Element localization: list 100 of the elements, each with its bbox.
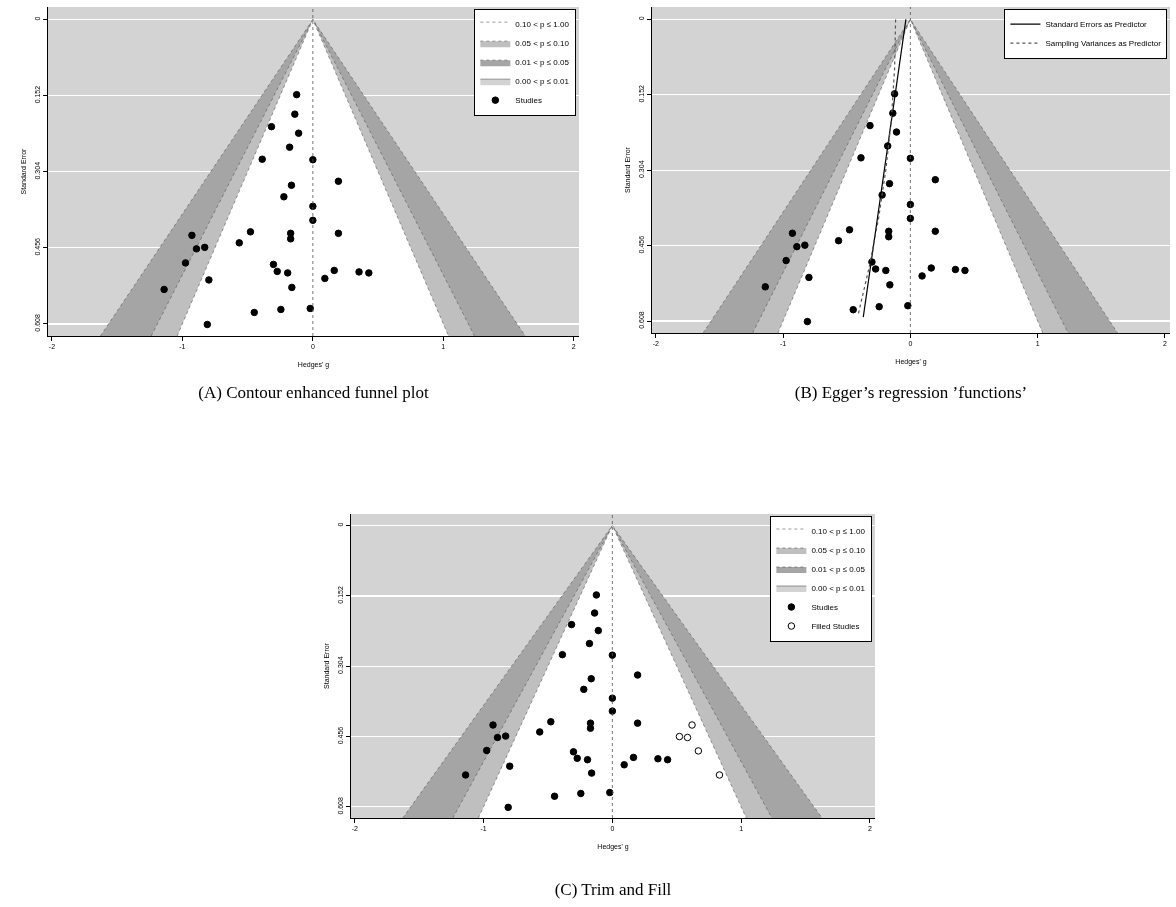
point	[288, 283, 296, 292]
text: (A) Contour enhanced funnel plot	[198, 383, 429, 402]
point	[306, 304, 314, 313]
point	[583, 755, 592, 764]
point	[285, 143, 294, 151]
point	[547, 718, 555, 726]
point	[505, 762, 514, 770]
point	[608, 694, 617, 702]
point	[550, 792, 559, 800]
point	[904, 301, 912, 310]
point	[294, 129, 303, 137]
legend-label: Filled Studies	[811, 622, 860, 632]
point	[871, 265, 880, 273]
point	[715, 771, 724, 779]
point	[882, 266, 890, 275]
point	[663, 755, 672, 764]
point	[590, 609, 599, 617]
point	[461, 771, 470, 779]
legend-label: 0.00 < p ≤ 0.01	[811, 584, 866, 594]
point	[291, 110, 299, 118]
point	[906, 214, 915, 223]
text: (B) Egger’s regression ’functions’	[794, 383, 1028, 402]
point	[675, 732, 684, 741]
point	[951, 265, 960, 274]
point	[160, 285, 168, 294]
point	[493, 733, 502, 742]
point	[267, 122, 276, 131]
point	[803, 317, 812, 326]
point	[931, 175, 940, 184]
legend-label: 0.05 < p ≤ 0.10	[811, 546, 866, 556]
point	[489, 721, 497, 729]
point	[594, 626, 603, 635]
point	[504, 803, 512, 812]
point	[235, 239, 244, 247]
point	[683, 733, 692, 742]
point	[805, 273, 813, 282]
point	[845, 226, 854, 234]
point	[280, 193, 288, 201]
point	[782, 256, 790, 265]
text: (C) Trim and Fill	[554, 880, 672, 899]
point	[203, 320, 212, 329]
point	[273, 267, 281, 276]
point	[654, 755, 662, 763]
point	[918, 272, 926, 280]
point	[961, 266, 969, 275]
point	[277, 305, 285, 314]
point	[321, 274, 329, 283]
point	[573, 754, 581, 763]
point	[269, 260, 278, 269]
point	[181, 259, 190, 267]
point	[906, 200, 915, 209]
point	[688, 721, 696, 729]
point	[286, 235, 295, 243]
point	[801, 241, 809, 249]
point	[567, 620, 576, 629]
point	[334, 229, 343, 238]
point	[188, 231, 196, 240]
point	[580, 685, 588, 694]
legend-label: 0.01 < p ≤ 0.05	[515, 58, 570, 68]
point	[886, 281, 894, 289]
point	[569, 748, 578, 756]
point	[606, 788, 614, 797]
legend-label: 0.01 < p ≤ 0.05	[811, 565, 866, 575]
legend-label: Standard Errors as Predictor	[1045, 20, 1148, 30]
point	[592, 591, 601, 599]
point	[330, 266, 338, 275]
point	[287, 181, 296, 190]
point	[931, 227, 940, 236]
point	[885, 179, 894, 188]
legend-label: Studies	[515, 96, 543, 106]
point	[501, 732, 510, 740]
point	[620, 761, 628, 769]
legend-label: 0.00 < p ≤ 0.01	[515, 77, 570, 87]
point	[761, 283, 770, 291]
point	[892, 128, 901, 136]
point	[849, 305, 857, 314]
legend-label: 0.05 < p ≤ 0.10	[515, 39, 570, 49]
point	[875, 302, 883, 311]
point	[587, 769, 596, 777]
point	[927, 264, 935, 272]
legend-label: 0.10 < p ≤ 1.00	[811, 527, 866, 537]
legend-label: 0.10 < p ≤ 1.00	[515, 20, 570, 30]
point	[535, 728, 544, 736]
point	[200, 243, 209, 252]
point	[587, 674, 595, 683]
point	[788, 229, 797, 238]
point	[633, 671, 642, 679]
point	[694, 747, 703, 755]
point	[365, 269, 373, 277]
point	[205, 276, 213, 284]
point	[608, 651, 617, 659]
point	[292, 90, 301, 99]
point	[192, 245, 201, 253]
point	[258, 155, 266, 163]
point	[586, 724, 595, 732]
point	[558, 650, 567, 659]
point	[906, 154, 915, 163]
point	[246, 228, 255, 236]
point	[857, 154, 865, 162]
point	[633, 719, 642, 727]
